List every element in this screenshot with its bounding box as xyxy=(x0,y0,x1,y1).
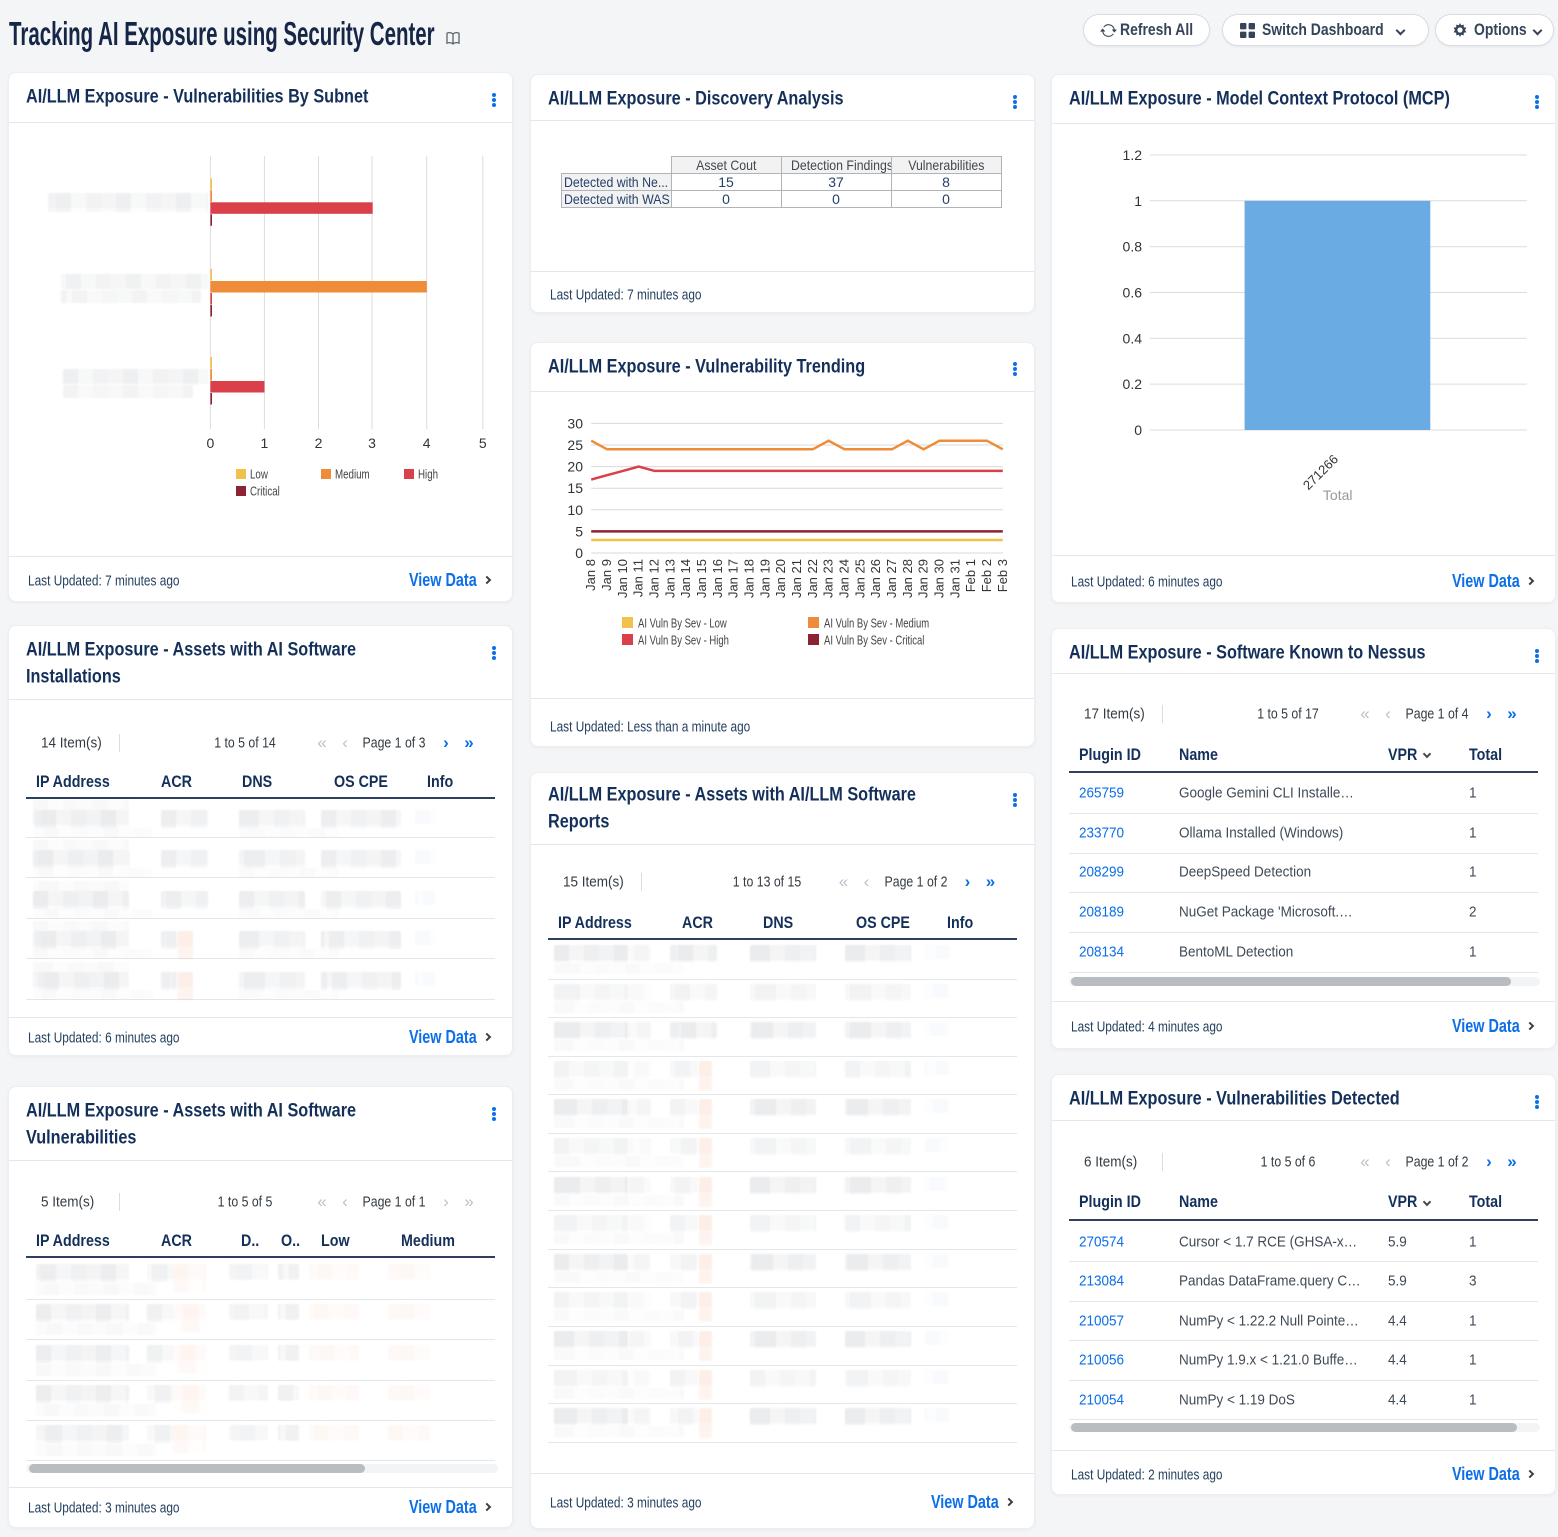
svg-text:Jan 24: Jan 24 xyxy=(836,559,851,598)
svg-text:Jan 30: Jan 30 xyxy=(931,559,946,598)
svg-text:3: 3 xyxy=(368,435,376,451)
svg-text:Jan 18: Jan 18 xyxy=(741,559,756,598)
svg-text:Jan 10: Jan 10 xyxy=(614,559,629,598)
svg-text:0.4: 0.4 xyxy=(1123,330,1143,346)
svg-text:Jan 14: Jan 14 xyxy=(678,559,693,598)
svg-text:Jan 16: Jan 16 xyxy=(709,559,724,598)
svg-text:Jan 21: Jan 21 xyxy=(789,559,804,598)
svg-text:Jan 8: Jan 8 xyxy=(583,559,598,591)
svg-text:Feb 1: Feb 1 xyxy=(963,559,978,592)
svg-text:Jan 29: Jan 29 xyxy=(915,559,930,598)
svg-text:5: 5 xyxy=(479,435,487,451)
svg-text:Jan 28: Jan 28 xyxy=(899,559,914,598)
svg-text:1.2: 1.2 xyxy=(1123,147,1143,163)
svg-text:Jan 31: Jan 31 xyxy=(947,559,962,598)
svg-text:Jan 19: Jan 19 xyxy=(757,559,772,598)
svg-text:Jan 11: Jan 11 xyxy=(630,559,645,597)
svg-text:1: 1 xyxy=(261,435,269,451)
svg-text:Jan 23: Jan 23 xyxy=(820,559,835,598)
svg-text:0.6: 0.6 xyxy=(1123,285,1143,301)
svg-text:Jan 25: Jan 25 xyxy=(852,559,867,598)
svg-text:10: 10 xyxy=(567,501,583,517)
svg-text:20: 20 xyxy=(567,458,583,474)
svg-text:0.8: 0.8 xyxy=(1123,239,1143,255)
svg-text:25: 25 xyxy=(567,437,583,453)
svg-text:Feb 3: Feb 3 xyxy=(994,559,1009,592)
svg-text:Jan 12: Jan 12 xyxy=(646,559,661,598)
svg-text:Jan 17: Jan 17 xyxy=(725,559,740,598)
svg-text:Jan 13: Jan 13 xyxy=(662,559,677,598)
svg-text:0: 0 xyxy=(207,435,215,451)
svg-text:0.2: 0.2 xyxy=(1123,376,1143,392)
svg-text:Jan 9: Jan 9 xyxy=(599,559,614,591)
svg-text:0: 0 xyxy=(1134,422,1142,438)
svg-text:Jan 15: Jan 15 xyxy=(694,559,709,598)
svg-text:Total: Total xyxy=(1323,487,1353,503)
svg-text:0: 0 xyxy=(575,545,583,561)
svg-text:Jan 22: Jan 22 xyxy=(804,559,819,598)
svg-text:1: 1 xyxy=(1134,193,1142,209)
svg-text:Feb 2: Feb 2 xyxy=(978,559,993,592)
svg-text:30: 30 xyxy=(567,415,583,431)
svg-text:15: 15 xyxy=(567,480,583,496)
svg-text:Jan 20: Jan 20 xyxy=(773,559,788,598)
svg-text:2: 2 xyxy=(315,435,323,451)
svg-text:Jan 26: Jan 26 xyxy=(868,559,883,598)
svg-text:4: 4 xyxy=(423,435,431,451)
svg-text:Jan 27: Jan 27 xyxy=(884,559,899,598)
svg-text:5: 5 xyxy=(575,523,583,539)
